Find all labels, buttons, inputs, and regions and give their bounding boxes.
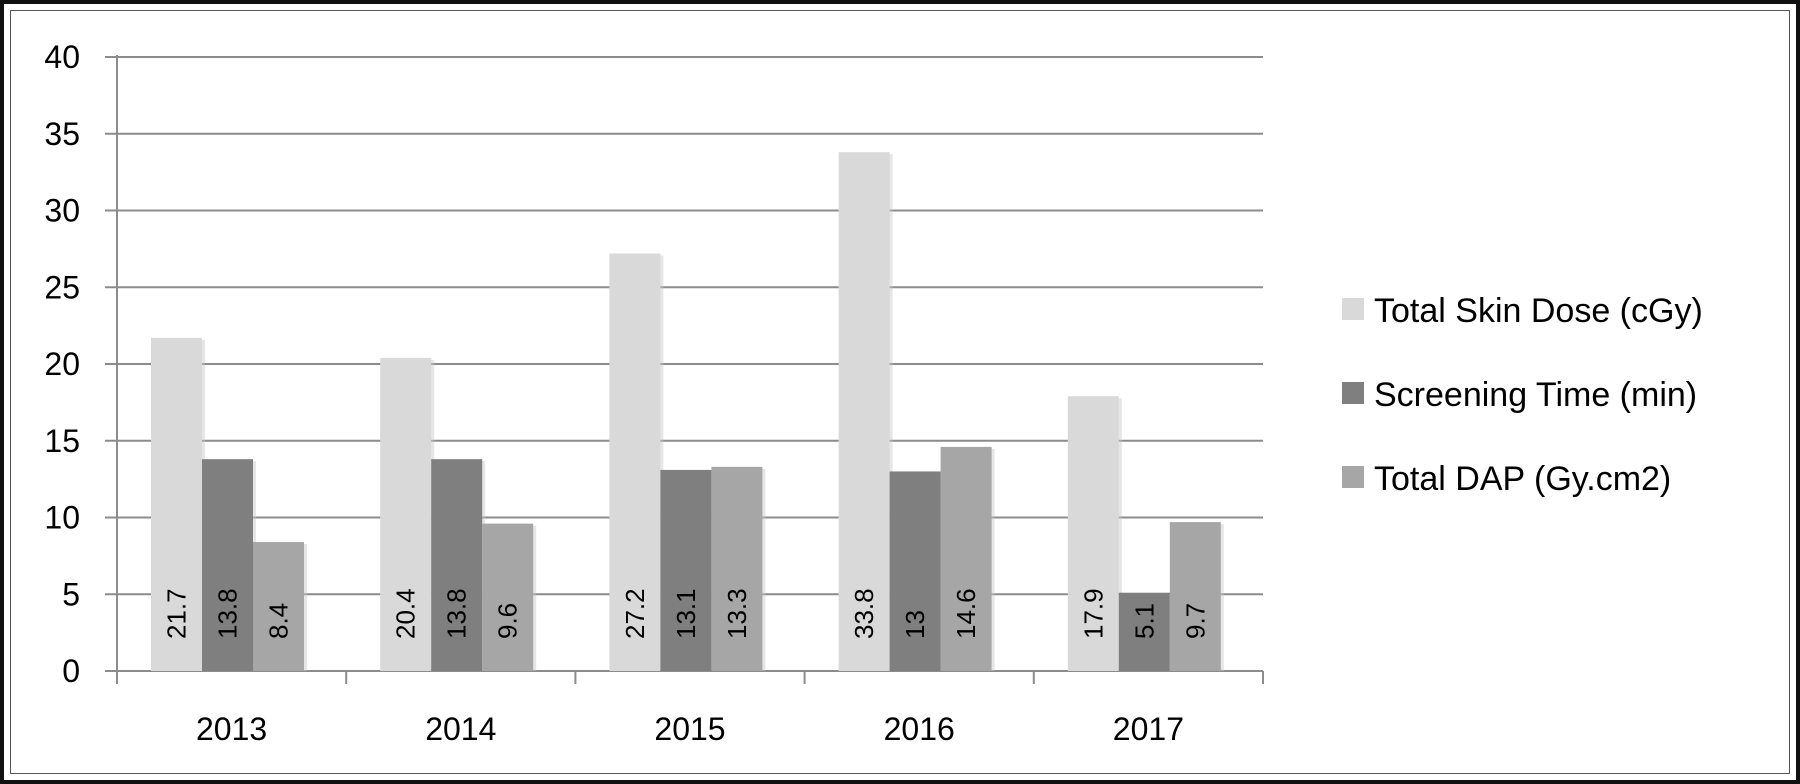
data-label: 14.6 <box>951 588 981 639</box>
x-tick-label: 2017 <box>1113 711 1184 747</box>
chart-frame-inner <box>10 10 1790 774</box>
data-label: 5.1 <box>1129 603 1159 639</box>
bar <box>1169 522 1221 671</box>
data-label: 9.7 <box>1180 603 1210 639</box>
data-label: 13.8 <box>213 588 243 639</box>
data-labels: 21.7 20.4 27.2 33.8 17.9 13.8 13.8 13.1 13 5.1 8.4… <box>162 588 1211 639</box>
y-tick-label: 35 <box>44 116 80 152</box>
bar <box>660 469 712 671</box>
y-tick-label: 30 <box>44 193 80 229</box>
bar <box>253 542 304 671</box>
bar <box>940 446 992 671</box>
legend-label: Total DAP (Gy.cm2) <box>1374 460 1671 498</box>
y-tick-label: 20 <box>44 346 80 382</box>
x-tick-label: 2014 <box>425 711 496 747</box>
data-label: 8.4 <box>264 603 294 639</box>
y-tick-label: 10 <box>44 500 80 536</box>
y-tick-label: 40 <box>44 39 80 75</box>
legend-swatch <box>1342 298 1364 320</box>
bar <box>380 357 432 671</box>
data-label: 20.4 <box>391 588 421 639</box>
legend-label: Total Skin Dose (cGy) <box>1374 292 1703 330</box>
legend: Total Skin Dose (cGy) Screening Time (min… <box>1342 292 1703 498</box>
y-tick-label: 25 <box>44 269 80 305</box>
y-tick-label: 0 <box>62 653 80 689</box>
data-label: 33.8 <box>849 588 879 639</box>
bar <box>838 152 890 672</box>
bar <box>889 471 941 671</box>
bar <box>151 337 202 671</box>
y-tick-label: 5 <box>62 576 80 612</box>
data-label: 13 <box>900 610 930 639</box>
x-tick-label: 2015 <box>654 711 725 747</box>
data-label: 21.7 <box>162 588 192 639</box>
legend-label: Screening Time (min) <box>1374 376 1697 414</box>
data-label: 17.9 <box>1078 588 1108 639</box>
data-label: 9.6 <box>493 603 523 639</box>
bar <box>431 459 483 671</box>
data-label: 27.2 <box>620 588 650 639</box>
bar <box>482 523 534 671</box>
bar <box>1067 396 1119 671</box>
data-label: 13.8 <box>442 588 472 639</box>
bar <box>202 459 253 671</box>
data-label: 13.3 <box>722 588 752 639</box>
bar <box>1118 592 1170 671</box>
bar <box>711 466 763 671</box>
legend-swatch <box>1342 382 1364 404</box>
x-tick-label: 2013 <box>196 711 267 747</box>
x-tick-label: 2016 <box>884 711 955 747</box>
y-tick-label: 15 <box>44 423 80 459</box>
bars <box>151 152 1224 672</box>
legend-swatch <box>1342 466 1364 488</box>
data-label: 13.1 <box>671 588 701 639</box>
bar <box>609 253 661 672</box>
